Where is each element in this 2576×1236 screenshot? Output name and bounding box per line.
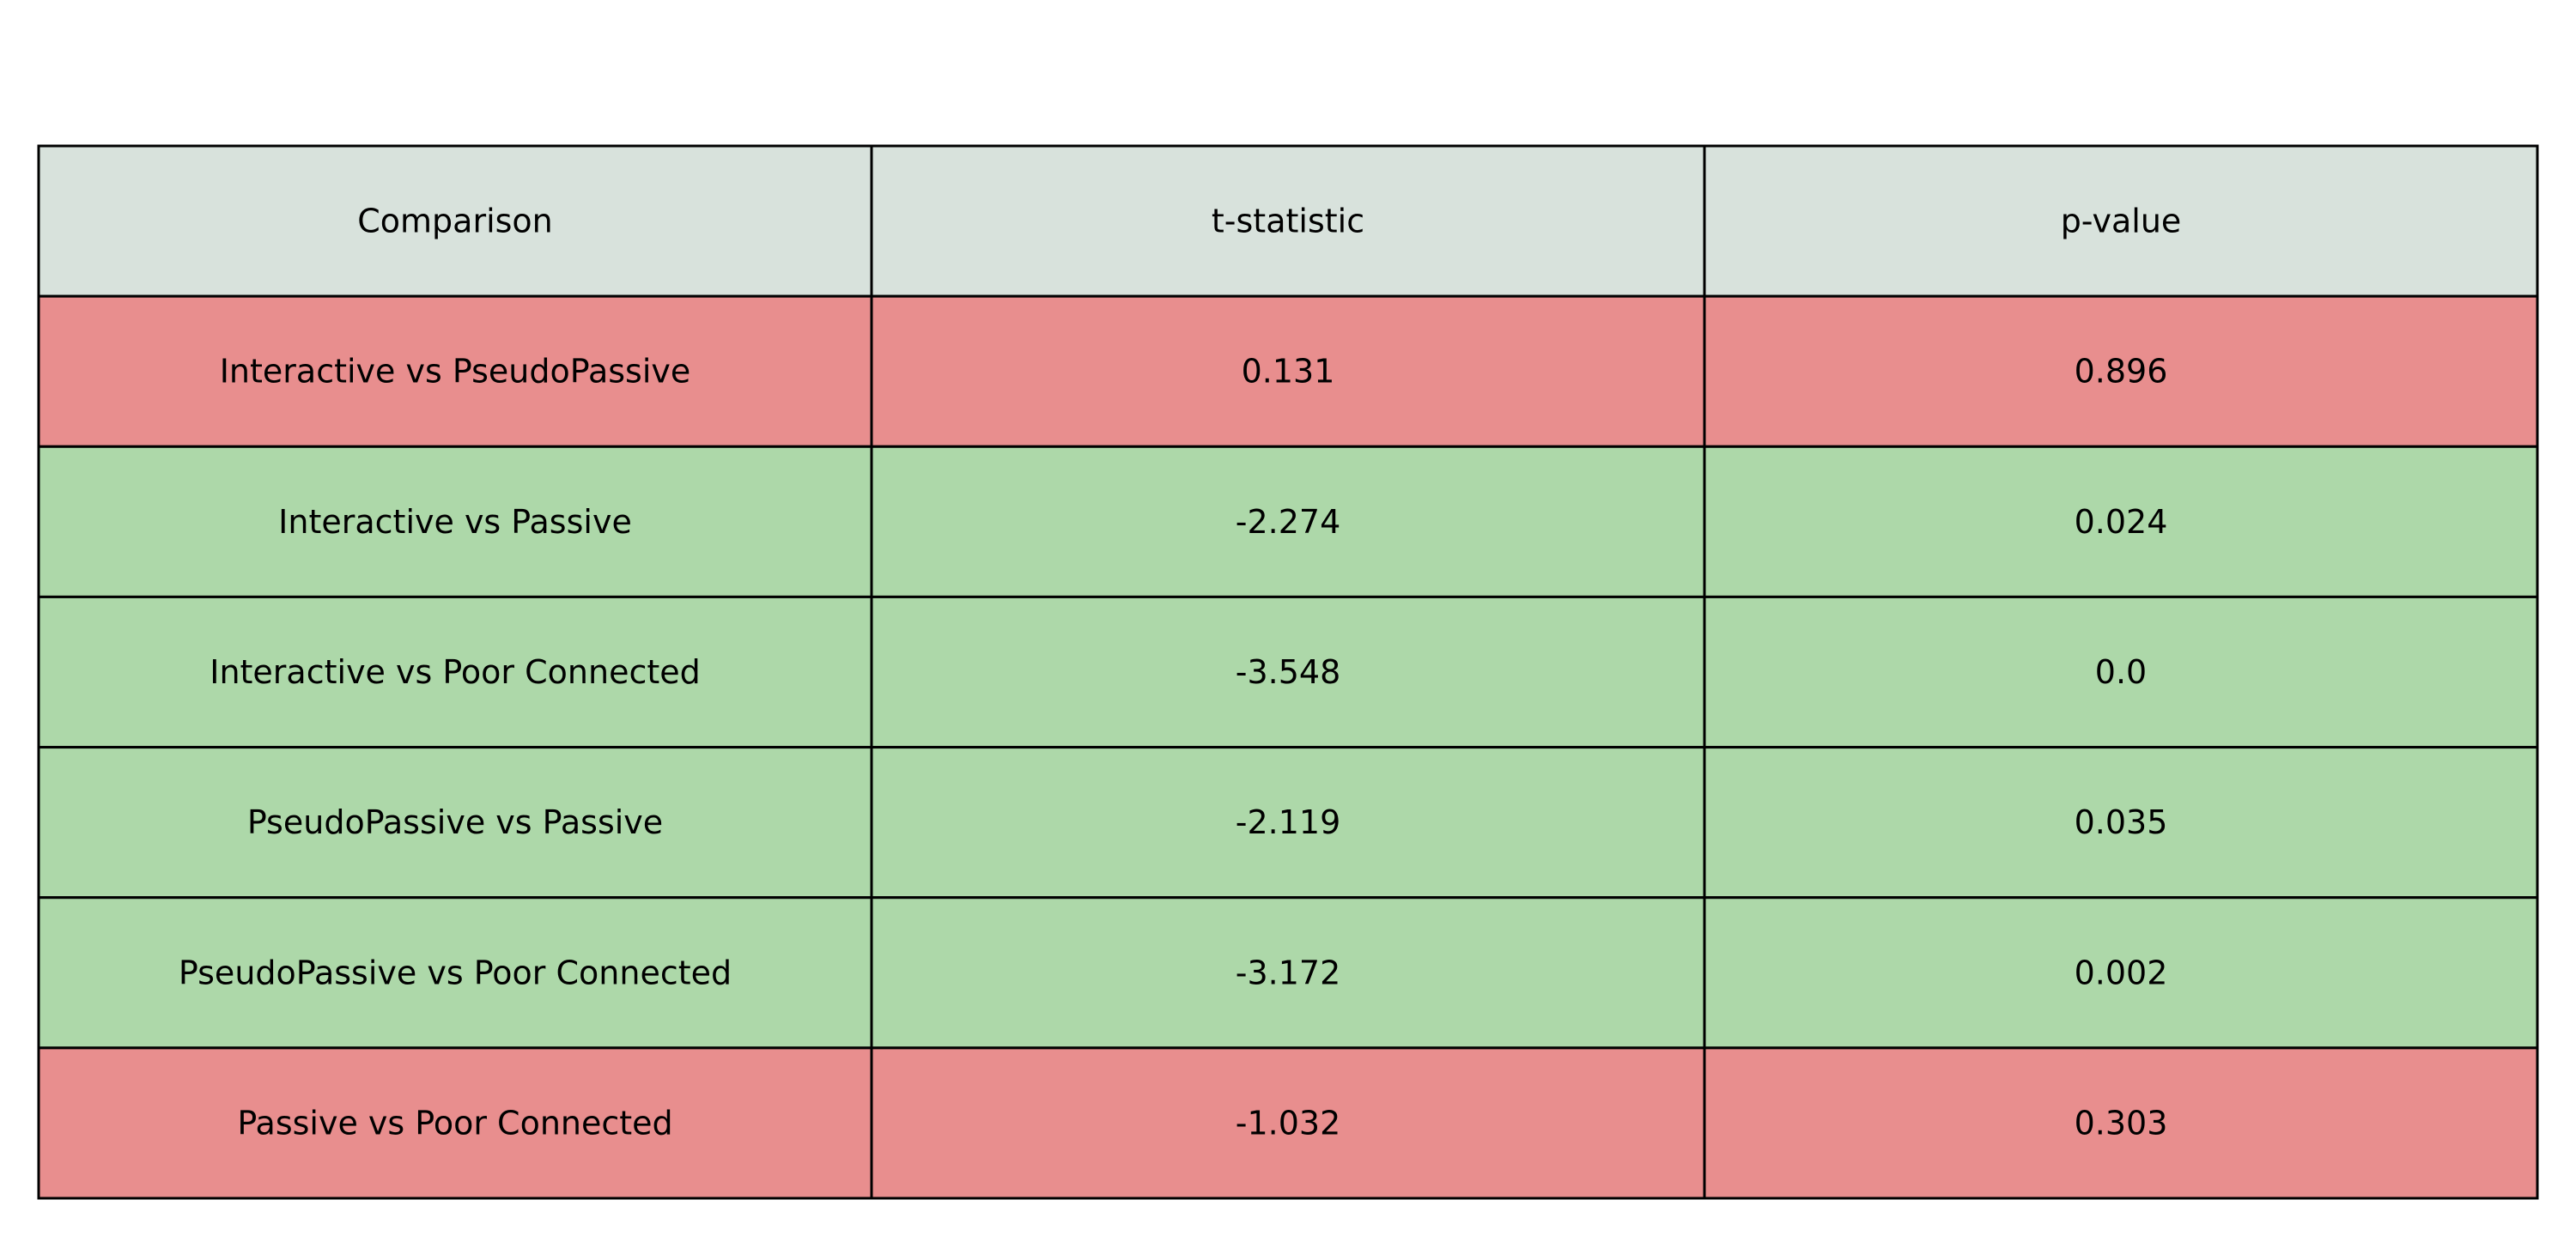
table-cells [37,144,2539,1200]
table-cell-text-p-value: 0.002 [2075,954,2168,991]
header-cell-t-statistic [870,144,1706,298]
table-cell-comparison [37,746,873,900]
table-cell-comparison [37,595,873,749]
table-cell-text-p-value: 0.303 [2075,1104,2168,1142]
table-cell-text-t-statistic: -3.172 [1236,954,1341,991]
table-cell-p-value [1703,1046,2539,1200]
table-text: Comparison t-statistic p-value Interactive … [179,203,2181,1142]
header-cell-p-value [1703,144,2539,298]
table-cell-t-statistic [870,746,1706,900]
header-label-comparison: Comparison [357,203,553,240]
table-cell-text-p-value: 0.024 [2075,503,2168,541]
table-cell-text-p-value: 0.0 [2095,653,2147,691]
table-cell-text-comparison: PseudoPassive vs Poor Connected [179,954,732,991]
header-cell-comparison [37,144,873,298]
table-cell-p-value [1703,746,2539,900]
table-cell-text-t-statistic: -3.548 [1236,653,1341,691]
table-cell-p-value [1703,896,2539,1050]
table-cell-text-t-statistic: -2.274 [1236,503,1341,541]
table-cell-text-comparison: Interactive vs PseudoPassive [220,353,691,391]
table-cell-comparison [37,1046,873,1200]
table-cell-text-p-value: 0.896 [2075,353,2168,391]
table-cell-t-statistic [870,1046,1706,1200]
table-cell-p-value [1703,294,2539,448]
table-cell-comparison [37,294,873,448]
table-cell-text-comparison: PseudoPassive vs Passive [247,803,663,841]
table-cell-text-t-statistic: 0.131 [1242,353,1335,391]
table-cell-t-statistic [870,445,1706,598]
table-cell-t-statistic [870,294,1706,448]
table-cell-text-comparison: Interactive vs Passive [278,503,632,541]
table-cell-text-comparison: Interactive vs Poor Connected [210,653,701,691]
table-cell-p-value [1703,595,2539,749]
header-label-p-value: p-value [2061,203,2182,240]
table-cell-text-p-value: 0.035 [2075,803,2168,841]
table-cell-text-comparison: Passive vs Poor Connected [237,1104,672,1142]
table-cell-text-t-statistic: -2.119 [1236,803,1341,841]
header-label-t-statistic: t-statistic [1212,203,1364,240]
table-cell-comparison [37,896,873,1050]
table-cell-text-t-statistic: -1.032 [1236,1104,1341,1142]
table-cell-t-statistic [870,896,1706,1050]
